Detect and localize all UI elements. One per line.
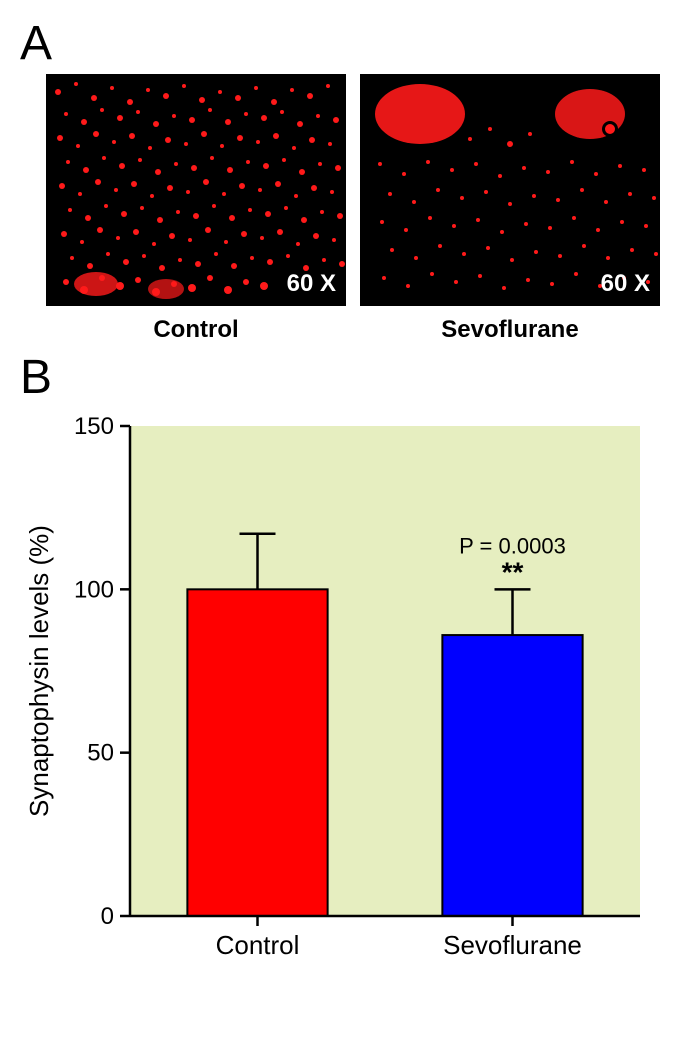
micrograph-control: 60 X <box>46 74 346 306</box>
caption-sevoflurane: Sevoflurane <box>360 316 660 344</box>
svg-text:150: 150 <box>74 413 114 440</box>
panel-b: B 0 50 100 150 Control Sevoflurane P = 0.0003*… <box>20 354 675 986</box>
panel-a-label: A <box>20 20 675 68</box>
svg-text:50: 50 <box>87 740 114 767</box>
magnification-label: 60 X <box>287 270 336 298</box>
svg-text:0: 0 <box>101 903 114 930</box>
panel-a-images-row: 60 X <box>46 74 675 306</box>
panel-a: A <box>20 20 675 344</box>
svg-text:Sevoflurane: Sevoflurane <box>443 930 582 960</box>
magnification-label: 60 X <box>601 270 650 298</box>
figure: A <box>20 20 675 986</box>
svg-text:Control: Control <box>216 930 300 960</box>
panel-a-captions: Control Sevoflurane <box>46 306 675 344</box>
svg-text:**: ** <box>502 556 524 587</box>
panel-b-label: B <box>20 354 675 402</box>
bar-chart-wrap: 0 50 100 150 Control Sevoflurane P = 0.0003** S… <box>20 406 675 986</box>
caption-control: Control <box>46 316 346 344</box>
bar-chart-svg: 0 50 100 150 Control Sevoflurane P = 0.0003** S… <box>20 406 660 986</box>
svg-text:100: 100 <box>74 576 114 603</box>
svg-text:P = 0.0003: P = 0.0003 <box>459 533 566 558</box>
micrograph-sevoflurane: 60 X <box>360 74 660 306</box>
svg-text:Synaptophysin levels (%): Synaptophysin levels (%) <box>24 525 54 817</box>
